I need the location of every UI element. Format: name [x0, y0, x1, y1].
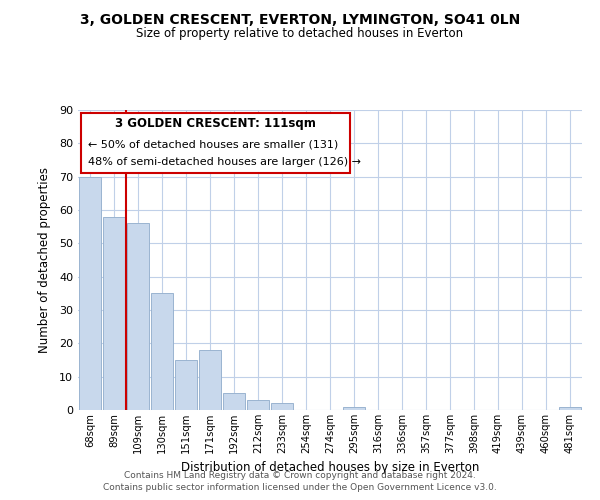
Text: Contains HM Land Registry data © Crown copyright and database right 2024.: Contains HM Land Registry data © Crown c…	[124, 471, 476, 480]
Bar	[151, 294, 173, 410]
Bar	[127, 224, 149, 410]
Bar	[79, 176, 101, 410]
Bar	[199, 350, 221, 410]
Text: 3, GOLDEN CRESCENT, EVERTON, LYMINGTON, SO41 0LN: 3, GOLDEN CRESCENT, EVERTON, LYMINGTON, …	[80, 12, 520, 26]
Bar	[271, 404, 293, 410]
Bar	[247, 400, 269, 410]
Bar	[343, 406, 365, 410]
X-axis label: Distribution of detached houses by size in Everton: Distribution of detached houses by size …	[181, 462, 479, 474]
FancyBboxPatch shape	[80, 113, 350, 173]
Bar	[103, 216, 125, 410]
Text: Contains public sector information licensed under the Open Government Licence v3: Contains public sector information licen…	[103, 484, 497, 492]
Text: Size of property relative to detached houses in Everton: Size of property relative to detached ho…	[136, 28, 464, 40]
Y-axis label: Number of detached properties: Number of detached properties	[38, 167, 50, 353]
Text: 3 GOLDEN CRESCENT: 111sqm: 3 GOLDEN CRESCENT: 111sqm	[115, 118, 316, 130]
Bar	[223, 394, 245, 410]
Text: 48% of semi-detached houses are larger (126) →: 48% of semi-detached houses are larger (…	[88, 157, 361, 167]
Bar	[559, 406, 581, 410]
Text: ← 50% of detached houses are smaller (131): ← 50% of detached houses are smaller (13…	[88, 139, 338, 149]
Bar	[175, 360, 197, 410]
